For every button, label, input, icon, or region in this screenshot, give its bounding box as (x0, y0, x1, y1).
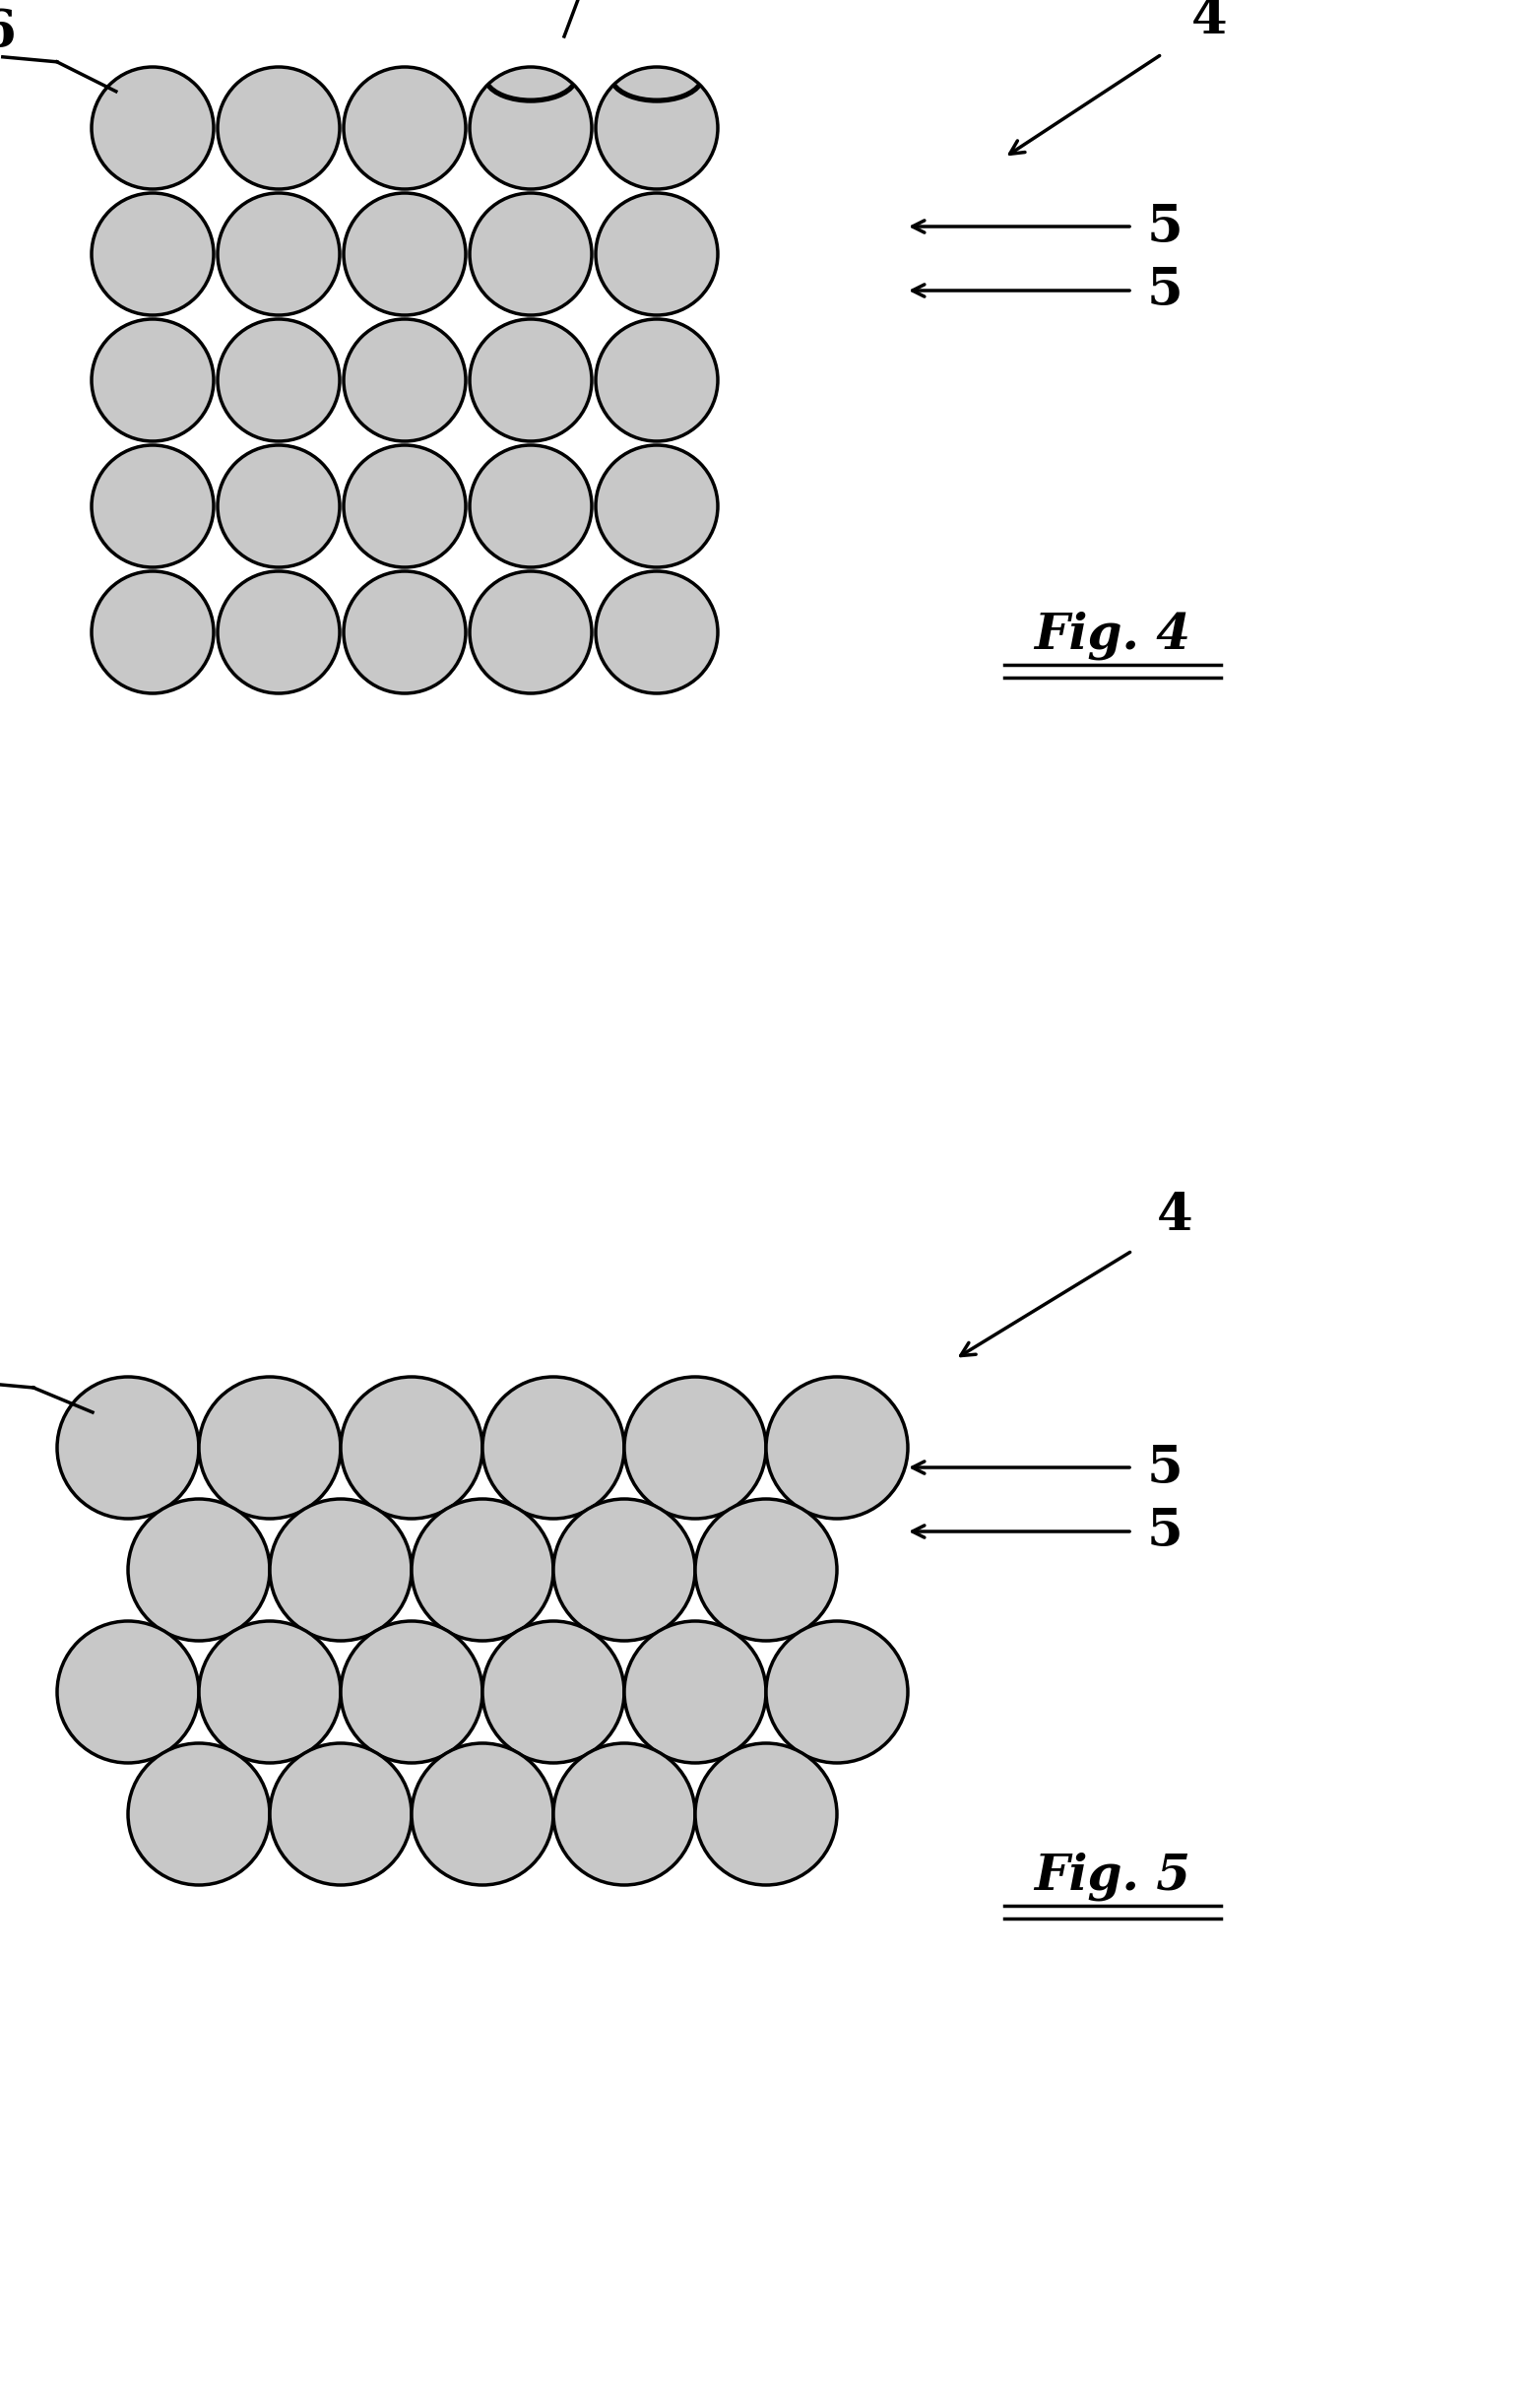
Circle shape (92, 67, 214, 190)
Circle shape (218, 571, 339, 694)
Circle shape (596, 571, 717, 694)
Circle shape (218, 320, 339, 441)
Circle shape (696, 1743, 837, 1885)
Circle shape (470, 571, 591, 694)
Circle shape (341, 1621, 482, 1763)
Text: 5: 5 (1147, 202, 1183, 250)
Circle shape (127, 1498, 270, 1640)
Circle shape (596, 320, 717, 441)
Circle shape (341, 1377, 482, 1519)
Circle shape (624, 1377, 766, 1519)
Circle shape (553, 1743, 696, 1885)
Circle shape (57, 1621, 198, 1763)
Circle shape (596, 445, 717, 568)
Circle shape (92, 445, 214, 568)
Circle shape (624, 1621, 766, 1763)
Circle shape (482, 1377, 624, 1519)
Text: 5: 5 (1147, 1442, 1183, 1493)
Text: 6: 6 (0, 7, 15, 58)
Text: Fig. 5: Fig. 5 (1034, 1852, 1190, 1900)
Circle shape (482, 1621, 624, 1763)
Circle shape (553, 1498, 696, 1640)
Circle shape (766, 1621, 908, 1763)
Text: 5: 5 (1147, 265, 1183, 315)
Text: 4: 4 (1157, 1190, 1193, 1240)
Circle shape (470, 193, 591, 315)
Circle shape (127, 1743, 270, 1885)
Circle shape (412, 1498, 553, 1640)
Circle shape (198, 1621, 341, 1763)
Circle shape (344, 571, 465, 694)
Circle shape (344, 67, 465, 190)
Circle shape (696, 1498, 837, 1640)
Circle shape (470, 320, 591, 441)
Circle shape (198, 1377, 341, 1519)
Circle shape (270, 1498, 412, 1640)
Circle shape (344, 445, 465, 568)
Circle shape (344, 320, 465, 441)
Text: 5: 5 (1147, 1507, 1183, 1556)
Circle shape (218, 193, 339, 315)
Circle shape (270, 1743, 412, 1885)
Text: Fig. 4: Fig. 4 (1034, 612, 1190, 660)
Circle shape (218, 67, 339, 190)
Circle shape (92, 193, 214, 315)
Text: 4: 4 (1192, 0, 1227, 43)
Circle shape (470, 67, 591, 190)
Circle shape (766, 1377, 908, 1519)
Circle shape (92, 320, 214, 441)
Circle shape (92, 571, 214, 694)
Circle shape (344, 193, 465, 315)
Circle shape (412, 1743, 553, 1885)
Circle shape (470, 445, 591, 568)
Circle shape (218, 445, 339, 568)
Circle shape (596, 67, 717, 190)
Circle shape (596, 193, 717, 315)
Circle shape (57, 1377, 198, 1519)
